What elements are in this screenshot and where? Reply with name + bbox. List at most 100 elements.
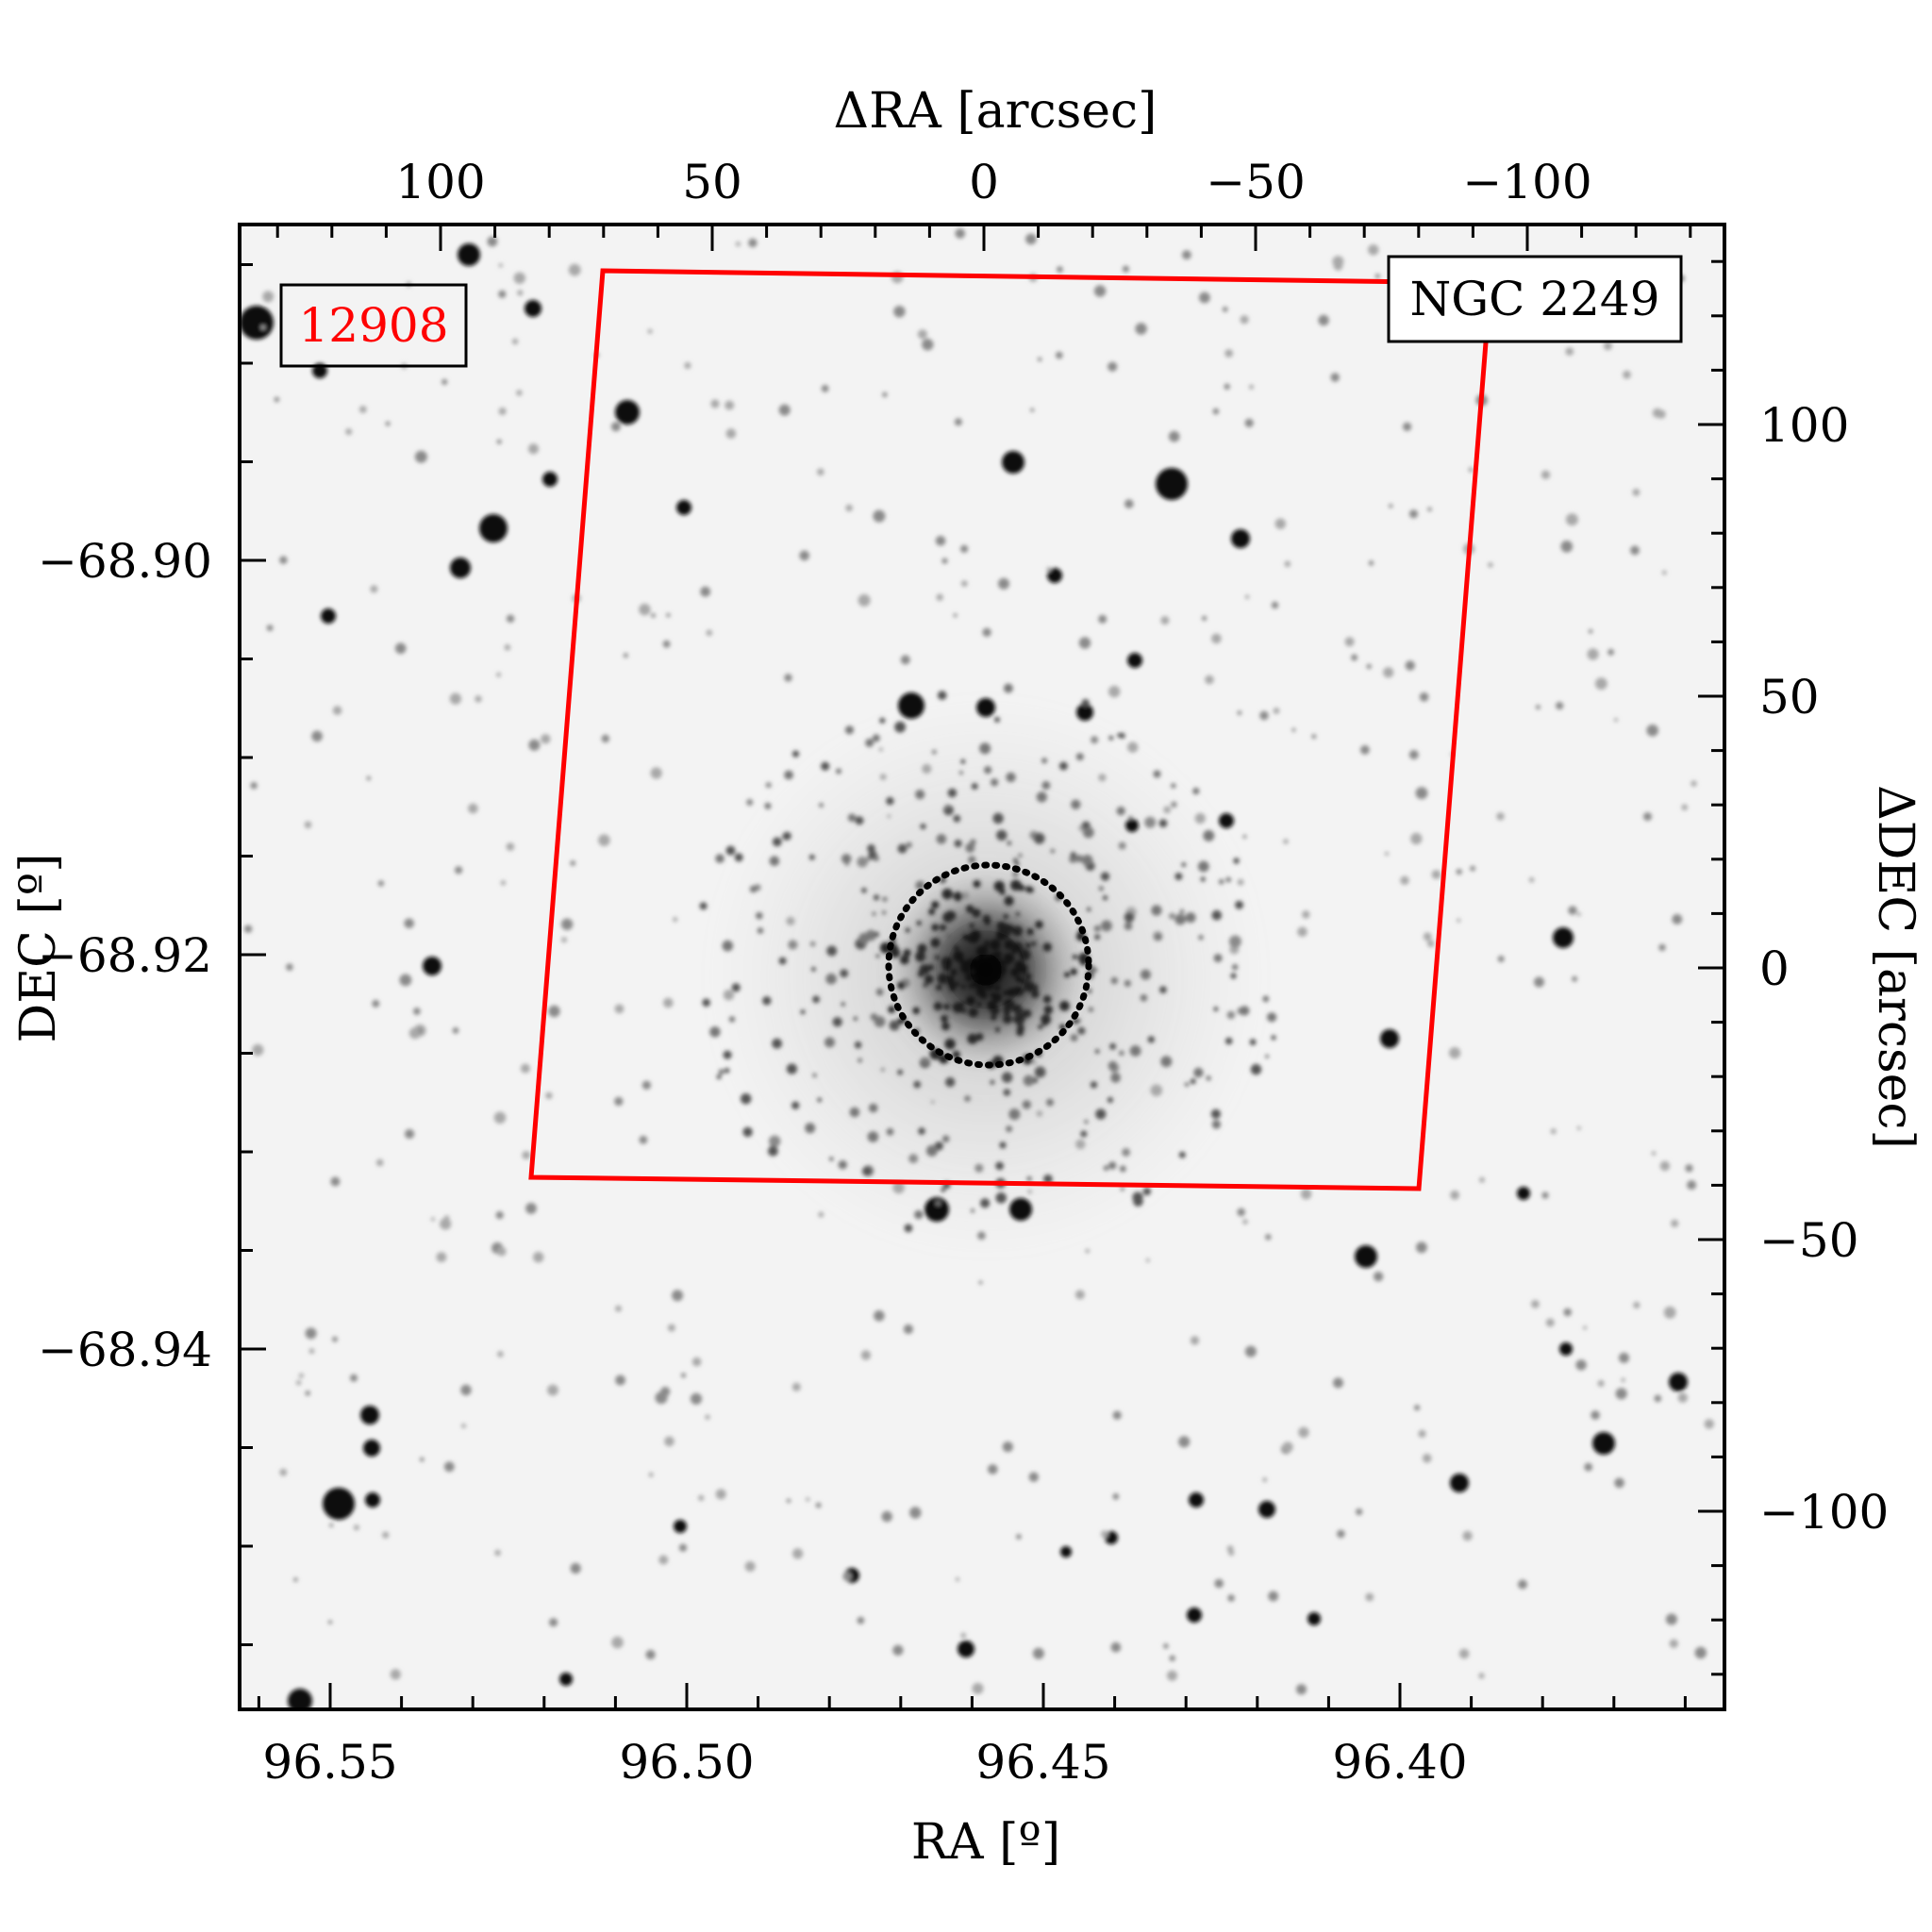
star (1237, 878, 1244, 886)
star (460, 1384, 472, 1396)
star (1603, 341, 1612, 351)
star (1408, 750, 1419, 759)
star (1110, 1641, 1122, 1653)
bottom-tick-label-96.55: 96.55 (262, 1735, 397, 1790)
star (941, 1135, 950, 1143)
star (875, 988, 884, 996)
star (744, 1561, 756, 1572)
star (1344, 637, 1355, 647)
star (1102, 895, 1108, 901)
star (1093, 285, 1107, 297)
star (1576, 912, 1581, 917)
star (1318, 314, 1329, 326)
star (990, 1079, 995, 1085)
star (1623, 370, 1631, 379)
star (1181, 862, 1187, 867)
star (496, 672, 502, 677)
star (1468, 467, 1474, 473)
star (979, 742, 991, 755)
star (1271, 601, 1279, 609)
star (1687, 1180, 1697, 1191)
star (279, 1468, 288, 1476)
star (1116, 807, 1125, 816)
top-tick-label-50: 50 (682, 155, 742, 209)
star (444, 1215, 450, 1221)
star (1690, 780, 1697, 787)
star (955, 228, 966, 239)
star (1218, 878, 1224, 885)
star (1124, 979, 1131, 987)
star (1027, 1190, 1032, 1194)
star (375, 1158, 384, 1167)
star (868, 1103, 878, 1113)
star (641, 1080, 652, 1091)
star (1075, 1139, 1086, 1150)
star (1410, 832, 1423, 845)
star (366, 775, 372, 781)
star (441, 378, 448, 385)
star (836, 768, 841, 774)
star (1365, 1592, 1374, 1602)
star (658, 1555, 669, 1565)
star (1098, 614, 1108, 624)
star (414, 450, 427, 463)
star (1132, 1191, 1143, 1203)
star (1194, 812, 1206, 824)
star (854, 1041, 862, 1049)
star (404, 918, 415, 929)
star (1076, 1018, 1081, 1024)
star (1230, 973, 1237, 979)
star (1531, 1300, 1540, 1308)
star (1224, 349, 1234, 358)
star (1296, 1684, 1307, 1695)
star (1366, 663, 1372, 670)
star (1224, 383, 1230, 390)
star (809, 941, 816, 947)
star (610, 422, 621, 432)
star (996, 829, 1008, 841)
star (1592, 1432, 1615, 1455)
star (855, 816, 864, 825)
star (1244, 594, 1250, 600)
star (520, 1063, 530, 1074)
star (1545, 1318, 1555, 1327)
right-tick-label-100: 100 (1759, 398, 1849, 453)
star (1086, 907, 1091, 912)
right-tick-label-50: 50 (1759, 670, 1820, 724)
star (1219, 813, 1234, 828)
star (724, 1068, 730, 1074)
star (931, 749, 937, 755)
star (1179, 908, 1185, 914)
star (1518, 1579, 1527, 1590)
star (792, 1548, 804, 1559)
star (504, 644, 511, 651)
cluster-core (882, 866, 1090, 1074)
star (930, 1100, 935, 1105)
star (458, 243, 480, 266)
star (1665, 1613, 1677, 1625)
star (944, 804, 950, 810)
star (1422, 1454, 1432, 1463)
star (495, 1211, 504, 1220)
star (735, 242, 741, 247)
star (511, 338, 519, 345)
star (1427, 507, 1432, 512)
star (493, 1111, 507, 1124)
star (922, 763, 932, 774)
star (1457, 918, 1461, 923)
star (639, 1135, 648, 1144)
star (1560, 541, 1574, 553)
star (1178, 1151, 1186, 1158)
star (1201, 615, 1208, 622)
star (615, 1374, 625, 1386)
star (1153, 770, 1161, 778)
star (1273, 708, 1280, 714)
star (413, 1008, 421, 1015)
star (1415, 787, 1428, 800)
star (1128, 815, 1133, 821)
star (598, 834, 610, 846)
star (1643, 812, 1652, 822)
star (662, 640, 671, 648)
star (918, 1127, 925, 1135)
